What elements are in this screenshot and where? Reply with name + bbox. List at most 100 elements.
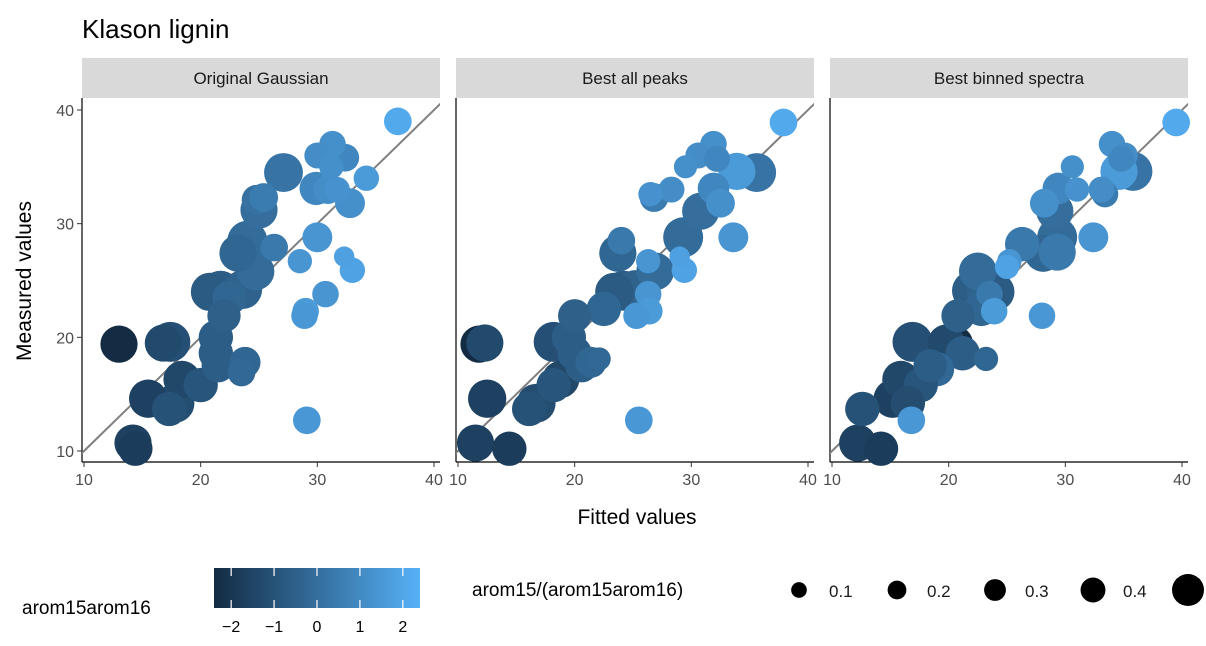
data-point xyxy=(1088,176,1115,203)
data-point xyxy=(319,154,344,179)
x-tick-label: 10 xyxy=(449,472,467,489)
x-tick-label: 30 xyxy=(1056,472,1074,489)
data-point xyxy=(291,302,318,330)
data-point xyxy=(151,391,187,427)
data-point xyxy=(669,246,690,267)
x-tick-label: 20 xyxy=(192,472,210,489)
data-point xyxy=(623,302,650,330)
size-legend: arom15/(arom15arom16) 0.1 0.2 0.3 0.4 xyxy=(472,574,1204,606)
size-legend-label: 0.3 xyxy=(1025,582,1049,601)
data-point xyxy=(769,108,798,137)
data-point xyxy=(1162,108,1191,137)
x-tick-label: 40 xyxy=(1173,472,1191,489)
data-point xyxy=(1064,177,1090,202)
data-point xyxy=(607,226,636,255)
data-point xyxy=(704,145,730,172)
data-point xyxy=(718,222,749,253)
data-point xyxy=(636,249,661,274)
data-point xyxy=(292,406,321,435)
color-legend-tick-label: −2 xyxy=(222,619,240,636)
size-legend-label: 0.4 xyxy=(1123,582,1147,601)
y-tick-label: 40 xyxy=(56,103,74,120)
color-legend-tick-label: 1 xyxy=(355,619,364,636)
data-point xyxy=(587,347,611,371)
data-point xyxy=(897,406,926,435)
data-point xyxy=(353,165,380,191)
panel-1: Original Gaussian 10 20 30 40 10 20 30 40 xyxy=(56,58,443,489)
x-tick-label: 10 xyxy=(75,472,93,489)
x-tick-label: 10 xyxy=(823,472,841,489)
data-point xyxy=(456,424,495,462)
x-tick-label: 30 xyxy=(682,472,700,489)
color-legend-ticks: −2 −1 0 1 2 xyxy=(222,568,407,636)
data-point xyxy=(1108,145,1135,172)
data-point xyxy=(1060,155,1084,179)
data-point xyxy=(260,233,289,262)
size-legend-keys: 0.1 0.2 0.3 0.4 xyxy=(791,574,1204,606)
data-point xyxy=(207,299,241,333)
y-axis-label: Measured values xyxy=(13,201,36,361)
x-tick-label: 20 xyxy=(566,472,584,489)
size-legend-dot xyxy=(1080,577,1106,603)
data-point xyxy=(673,155,698,179)
data-point xyxy=(144,324,182,362)
data-point xyxy=(324,176,350,203)
data-point xyxy=(706,188,735,218)
data-point xyxy=(863,431,899,466)
data-point xyxy=(973,346,999,372)
data-point xyxy=(227,358,256,387)
size-legend-dot xyxy=(887,580,907,600)
data-point xyxy=(994,254,1020,280)
size-legend-dot xyxy=(791,582,807,598)
data-point xyxy=(287,249,312,274)
x-tick-label: 40 xyxy=(425,472,443,489)
color-legend-tick-label: 0 xyxy=(313,619,322,636)
data-point xyxy=(586,291,622,327)
data-point xyxy=(100,325,138,363)
facet-label: Best binned spectra xyxy=(934,69,1085,88)
size-legend-dot xyxy=(984,579,1006,601)
size-legend-dot xyxy=(1172,574,1204,606)
data-point xyxy=(980,297,1008,325)
facet-label: Best all peaks xyxy=(582,69,688,88)
data-point xyxy=(201,349,235,383)
data-point xyxy=(492,431,527,466)
data-point xyxy=(249,183,279,212)
facet-label: Original Gaussian xyxy=(193,69,328,88)
x-axis-label: Fitted values xyxy=(577,506,696,529)
data-point xyxy=(536,367,571,403)
color-legend: arom15arom16 −2 −1 0 1 2 xyxy=(22,568,420,636)
data-point xyxy=(624,406,653,435)
y-tick-label: 30 xyxy=(56,217,74,234)
data-point xyxy=(945,336,980,371)
size-legend-title: arom15/(arom15arom16) xyxy=(472,580,683,601)
panel-2: Best all peaks 10 20 30 40 xyxy=(449,58,817,489)
facet-strip xyxy=(456,58,814,98)
panel-3: Best binned spectra 10 20 30 40 xyxy=(823,58,1191,489)
data-point xyxy=(312,280,339,308)
data-point xyxy=(913,349,947,383)
data-point xyxy=(845,391,880,427)
y-tick-label: 10 xyxy=(56,444,74,461)
data-point xyxy=(1078,222,1109,253)
size-legend-label: 0.1 xyxy=(829,582,853,601)
data-point xyxy=(511,391,547,427)
chart-title: Klason lignin xyxy=(82,14,229,44)
x-tick-label: 40 xyxy=(799,472,817,489)
data-point xyxy=(558,299,592,333)
data-point xyxy=(1038,233,1076,271)
color-legend-title: arom15arom16 xyxy=(22,598,151,619)
data-point xyxy=(1029,188,1059,218)
data-point xyxy=(1028,302,1056,330)
data-point xyxy=(466,324,504,362)
data-point xyxy=(333,246,355,267)
data-point xyxy=(383,107,412,136)
x-tick-label: 20 xyxy=(940,472,958,489)
data-point xyxy=(118,431,153,466)
facet-strip xyxy=(830,58,1188,98)
data-point xyxy=(941,299,975,333)
data-point xyxy=(302,222,333,253)
